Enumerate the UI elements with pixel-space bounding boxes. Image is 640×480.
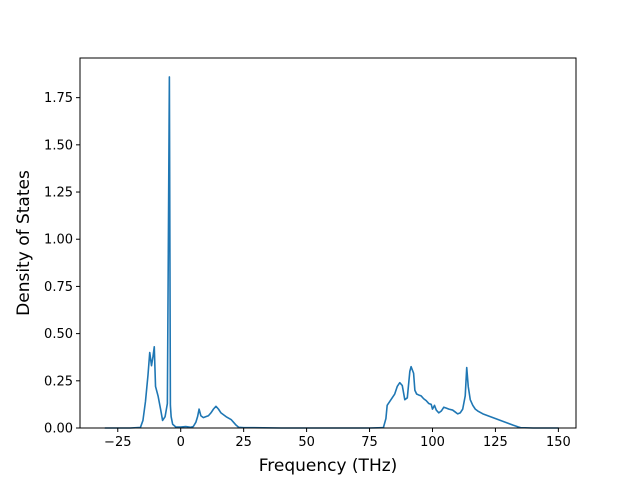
x-tick-label: 150	[546, 435, 571, 450]
x-axis-label: Frequency (THz)	[259, 456, 398, 476]
dos-series-line	[104, 76, 560, 429]
y-tick-label: 1.75	[44, 91, 73, 106]
y-tick-label: 0.25	[44, 374, 73, 389]
y-tick-label: 1.00	[44, 233, 73, 248]
x-tick-label: 100	[420, 435, 445, 450]
x-axis: −25 0 25 50 75 100 125 150	[104, 428, 571, 450]
axes-frame	[79, 57, 577, 429]
y-tick-label: 0.50	[44, 327, 73, 342]
x-tick-label: 125	[483, 435, 508, 450]
y-tick-label: 0.75	[44, 280, 73, 295]
x-tick-label: 0	[177, 435, 185, 450]
y-tick-label: 1.50	[44, 138, 73, 153]
x-tick-label: 25	[235, 435, 252, 450]
x-tick-label: −25	[104, 435, 131, 450]
plot-area	[104, 76, 560, 429]
y-axis-label: Density of States	[14, 170, 34, 316]
y-tick-label: 1.25	[44, 186, 73, 201]
x-tick-label: 75	[361, 435, 378, 450]
y-tick-label: 0.00	[44, 422, 73, 437]
y-axis: 0.00 0.25 0.50 0.75 1.00 1.25 1.50 1.75	[44, 91, 80, 437]
x-tick-label: 50	[298, 435, 315, 450]
